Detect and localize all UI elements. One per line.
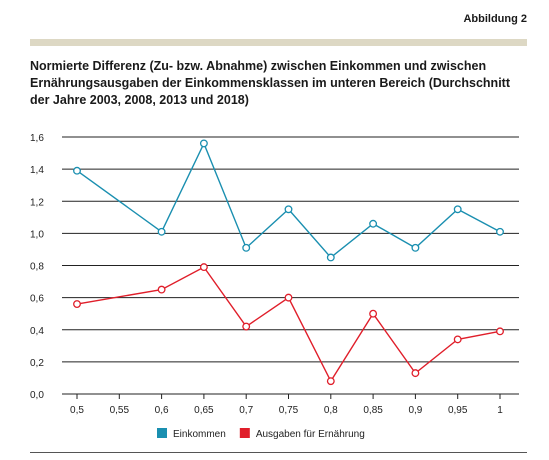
data-point — [369, 219, 378, 228]
x-tick-label: 1 — [497, 405, 503, 416]
data-point — [73, 300, 81, 308]
figure-label: Abbildung 2 — [463, 13, 527, 25]
series-line-2 — [76, 266, 501, 383]
x-axis: 0,5 0,55 0,6 0,65 0,7 0,75 0,8 0,85 0,9 0,95 1 — [70, 394, 503, 416]
x-tick-label: 0,8 — [324, 405, 338, 416]
data-point — [411, 369, 420, 378]
x-tick-label: 0,9 — [408, 405, 422, 416]
y-tick-label: 0,6 — [30, 294, 44, 305]
x-tick-label: 0,55 — [110, 405, 130, 416]
data-point — [242, 322, 251, 331]
y-tick-label: 0,4 — [30, 326, 44, 337]
y-tick-label: 0,2 — [30, 358, 44, 369]
x-tick-label: 0,5 — [70, 405, 84, 416]
legend-label-1: Einkommen — [173, 429, 226, 440]
bottom-rule — [30, 452, 527, 453]
data-point — [73, 166, 81, 175]
x-tick-label: 0,65 — [194, 405, 214, 416]
data-point — [284, 205, 293, 214]
data-point — [453, 335, 462, 344]
legend-swatch-2 — [239, 428, 250, 438]
data-point — [411, 243, 420, 252]
y-tick-label: 1,0 — [30, 229, 44, 240]
data-point — [326, 377, 335, 386]
legend-label-2: Ausgaben für Ernährung — [256, 429, 365, 440]
data-point — [284, 293, 293, 302]
y-tick-label: 0,8 — [30, 262, 44, 273]
data-point — [496, 227, 504, 236]
y-tick-label: 0,0 — [30, 390, 44, 401]
data-point — [242, 243, 251, 252]
data-point — [199, 263, 208, 272]
data-point — [157, 227, 166, 236]
y-axis: 0,0 0,2 0,4 0,6 0,8 1,0 1,2 1,4 1,6 — [30, 133, 44, 401]
legend-swatch-1 — [157, 428, 167, 438]
top-rule — [30, 39, 527, 46]
series-line-1 — [76, 141, 501, 259]
legend: Einkommen Ausgaben für Ernährung — [157, 428, 365, 440]
x-tick-label: 0,85 — [363, 405, 383, 416]
grid-lines — [62, 136, 519, 395]
x-tick-label: 0,95 — [448, 405, 468, 416]
y-tick-label: 1,2 — [30, 197, 44, 208]
data-point — [496, 327, 504, 336]
y-tick-label: 1,4 — [30, 165, 44, 176]
y-tick-label: 1,6 — [30, 133, 44, 144]
data-point — [199, 139, 208, 148]
data-point — [326, 253, 335, 262]
x-tick-label: 0,6 — [155, 405, 169, 416]
data-point — [157, 285, 166, 294]
x-tick-label: 0,75 — [279, 405, 299, 416]
data-point — [453, 205, 462, 214]
chart-title: Normierte Differenz (Zu- bzw. Abnahme) z… — [30, 59, 510, 107]
x-tick-label: 0,7 — [239, 405, 253, 416]
data-point — [369, 309, 378, 318]
series-layer — [73, 139, 504, 386]
